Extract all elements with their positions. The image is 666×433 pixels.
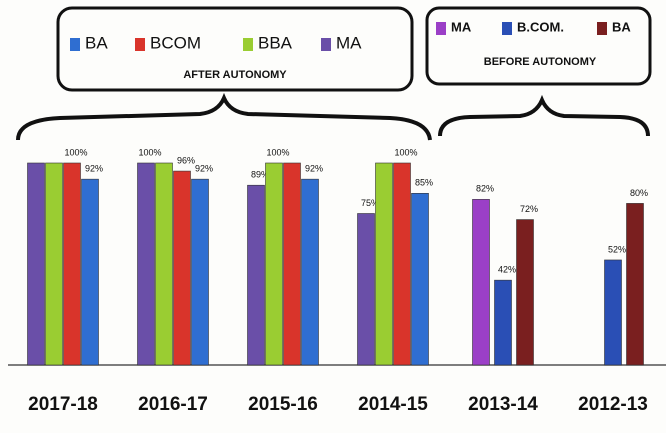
legend-swatch	[502, 22, 512, 35]
data-label: 100%	[266, 147, 289, 157]
legend-swatch	[243, 38, 253, 51]
data-label: 92%	[305, 164, 323, 174]
data-label: 80%	[630, 188, 648, 198]
data-label: 52%	[608, 244, 626, 254]
brace	[16, 92, 432, 141]
data-label: 82%	[476, 184, 494, 194]
legend-swatch	[135, 38, 145, 51]
x-tick-label: 2015-16	[248, 394, 318, 415]
bar	[357, 213, 375, 366]
legend-label: BBA	[258, 33, 293, 52]
data-label: 85%	[415, 178, 433, 188]
bar	[155, 162, 173, 366]
bar	[494, 279, 512, 366]
x-tick-label: 2016-17	[138, 394, 208, 415]
bar	[283, 162, 301, 366]
data-label: 89%	[251, 170, 269, 180]
legend-label: BA	[85, 33, 108, 52]
data-label: 75%	[361, 198, 379, 208]
bar	[63, 162, 81, 366]
legend-label: MA	[451, 19, 472, 34]
bar	[301, 178, 319, 366]
data-label: 100%	[64, 147, 87, 157]
data-label: 96%	[177, 155, 195, 165]
legend-swatch	[321, 38, 331, 51]
legend-box	[56, 6, 414, 92]
bar	[45, 162, 63, 366]
x-tick-label: 2014-15	[358, 394, 428, 415]
brace	[438, 94, 650, 137]
bar	[472, 199, 490, 366]
bar	[247, 184, 265, 366]
bar	[375, 162, 393, 366]
legend-swatch	[70, 38, 80, 51]
legend-label: BA	[612, 19, 631, 34]
legend-label: B.COM.	[517, 19, 564, 34]
bar	[27, 162, 45, 366]
legend-title: BEFORE AUTONOMY	[484, 56, 597, 68]
legend-box	[425, 6, 652, 86]
x-tick-label: 2012-13	[578, 394, 648, 415]
data-label: 100%	[138, 147, 161, 157]
bar	[191, 178, 209, 366]
data-label: 100%	[394, 147, 417, 157]
bar	[81, 178, 99, 366]
data-label: 92%	[195, 164, 213, 174]
bar	[626, 203, 644, 366]
legend-label: BCOM	[150, 33, 201, 52]
x-tick-label: 2013-14	[468, 394, 538, 415]
data-label: 42%	[498, 265, 516, 275]
bar	[265, 162, 283, 366]
bar	[604, 259, 622, 366]
legend-swatch	[597, 22, 607, 35]
data-label: 72%	[520, 204, 538, 214]
bar	[516, 219, 534, 366]
legend-swatch	[436, 22, 446, 35]
x-tick-label: 2017-18	[28, 394, 98, 415]
bar	[173, 170, 191, 366]
bar	[393, 162, 411, 366]
legend-label: MA	[336, 33, 362, 52]
bar	[411, 193, 429, 366]
legend-title: AFTER AUTONOMY	[183, 69, 287, 81]
data-label: 92%	[85, 164, 103, 174]
bar	[137, 162, 155, 366]
